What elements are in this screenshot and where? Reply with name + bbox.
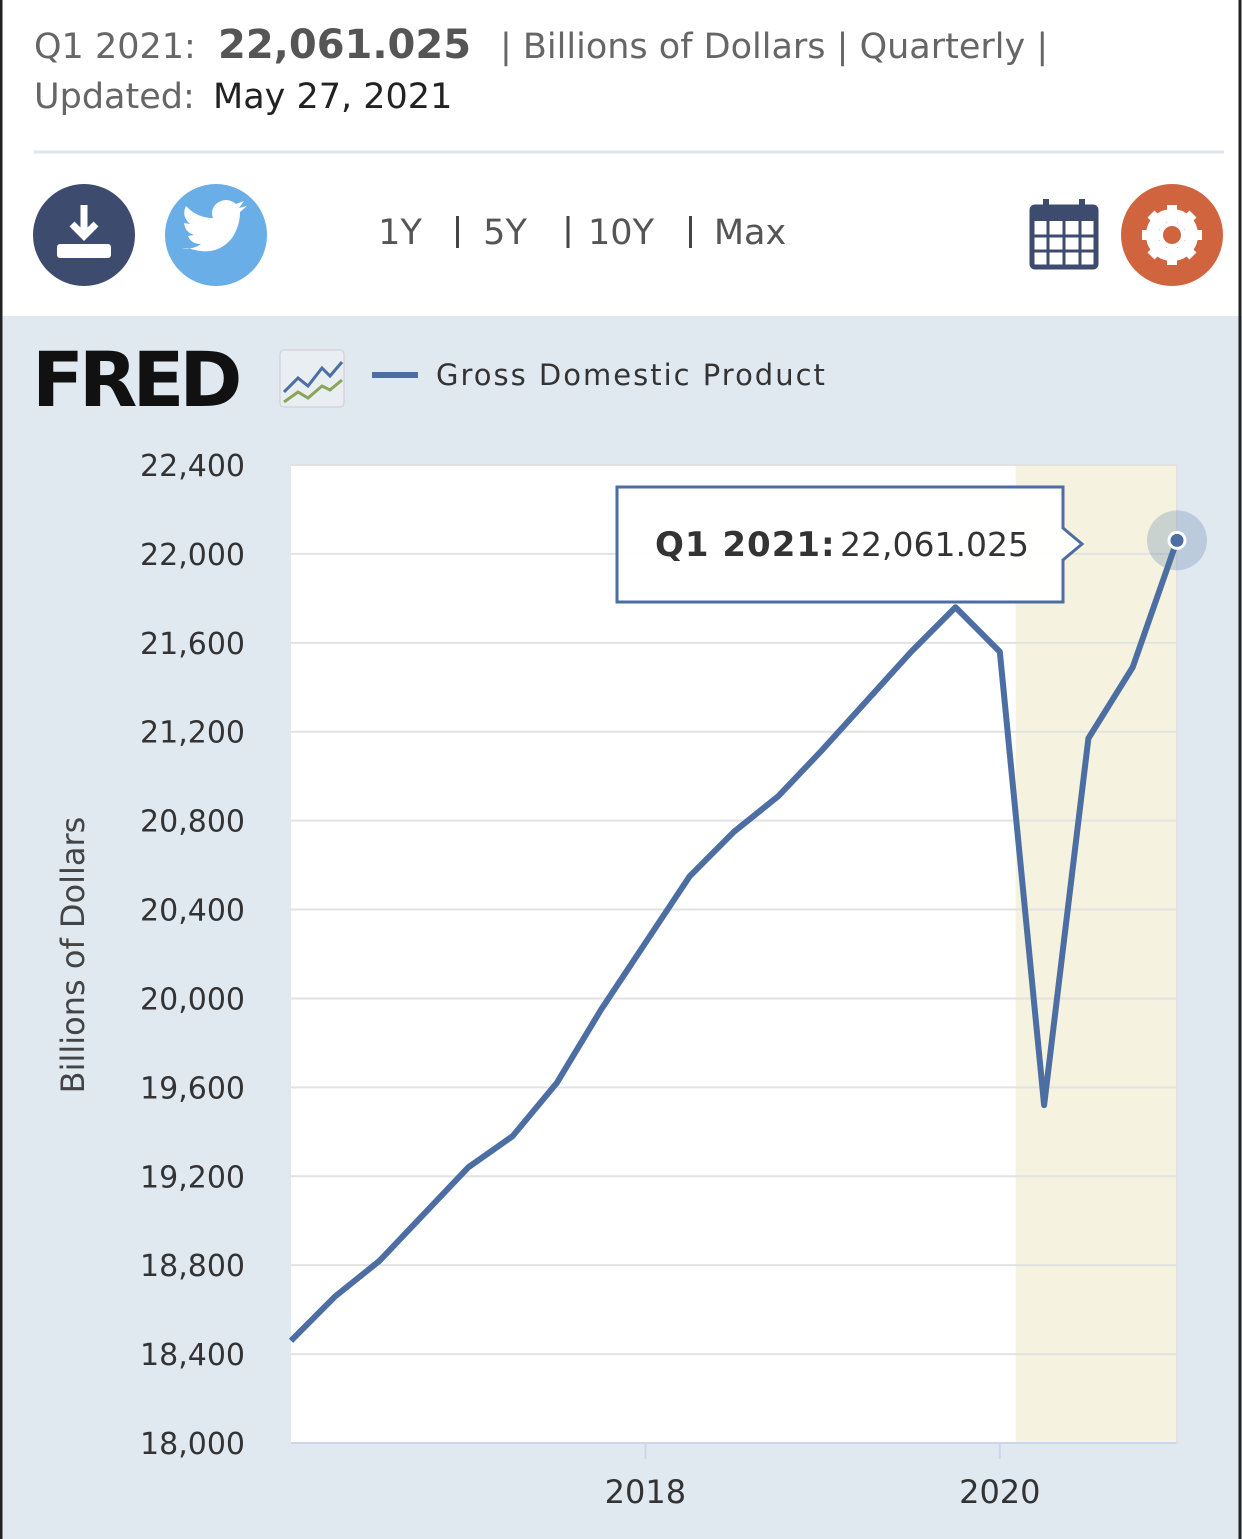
updated-date: May 27, 2021 — [213, 77, 452, 117]
tooltip-label: Q1 2021: — [655, 525, 836, 565]
x-tick-label: 2020 — [959, 1473, 1040, 1511]
tooltip-box — [615, 485, 1085, 604]
recession-shade — [1015, 465, 1177, 1443]
x-tick-label: 2018 — [605, 1473, 686, 1511]
hover-point — [1167, 530, 1187, 550]
y-tick-label: 20,800 — [140, 805, 245, 840]
header-period: Q1 2021: — [34, 27, 196, 67]
logo-icon — [279, 349, 345, 408]
settings-button[interactable] — [1121, 184, 1223, 286]
y-tick-label: 20,400 — [140, 894, 245, 929]
range-option[interactable]: 10Y — [588, 213, 655, 253]
range-option[interactable]: Max — [714, 213, 786, 253]
y-tick-label: 18,800 — [140, 1249, 245, 1284]
tooltip-value: 22,061.025 — [840, 525, 1029, 564]
y-tick-label: 21,200 — [140, 716, 245, 751]
y-tick-label: 22,400 — [140, 449, 245, 484]
updated-label: Updated: — [34, 77, 195, 117]
twitter-button[interactable] — [165, 184, 267, 286]
data-line — [288, 539, 1180, 1343]
y-tick-label: 21,600 — [140, 627, 245, 662]
range-option[interactable]: 5Y — [483, 213, 527, 253]
y-tick-label: 18,400 — [140, 1338, 245, 1373]
calendar-button[interactable] — [1029, 199, 1099, 270]
download-button[interactable] — [33, 184, 135, 286]
range-option[interactable]: 1Y — [378, 213, 422, 253]
legend-label: Gross Domestic Product — [436, 358, 827, 392]
y-tick-label: 19,200 — [140, 1160, 245, 1195]
logo: FRED — [32, 335, 239, 424]
y-axis-label: Billions of Dollars — [54, 817, 92, 1094]
y-tick-label: 22,000 — [140, 538, 245, 573]
y-tick-label: 20,000 — [140, 982, 245, 1017]
header-units: | Billions of Dollars | Quarterly | — [500, 27, 1048, 67]
header-value: 22,061.025 — [218, 22, 471, 68]
range-selector: 1Y 5Y 10Y Max — [378, 213, 786, 253]
y-tick-label: 18,000 — [140, 1427, 245, 1462]
y-tick-label: 19,600 — [140, 1071, 245, 1106]
